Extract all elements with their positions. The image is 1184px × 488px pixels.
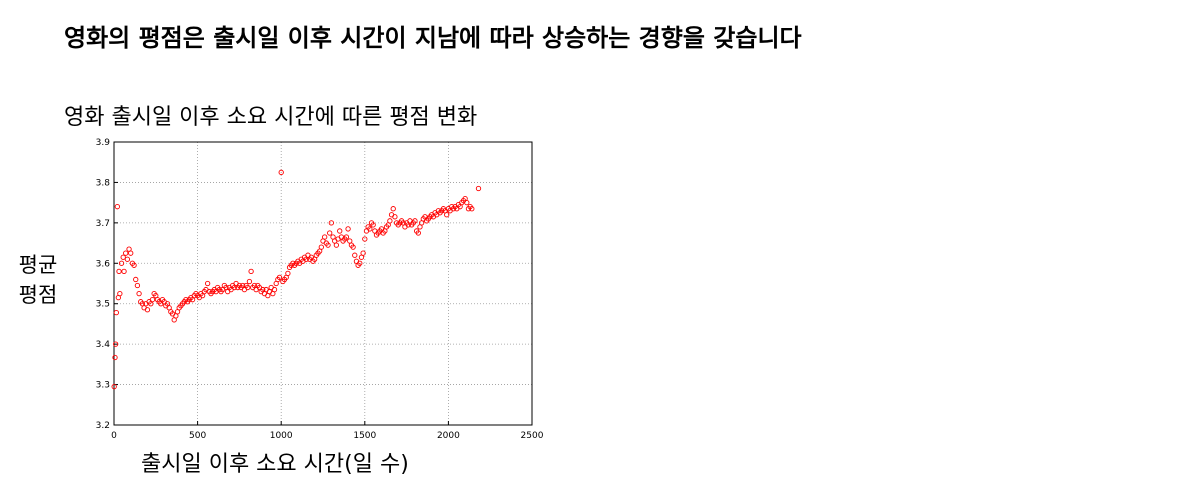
y-tick-label: 3.3 bbox=[96, 381, 110, 391]
y-tick-label: 3.6 bbox=[96, 259, 111, 269]
data-point bbox=[278, 169, 284, 175]
x-tick-label: 500 bbox=[189, 431, 206, 441]
data-point bbox=[325, 242, 331, 248]
grid-lines bbox=[114, 142, 532, 425]
axis-ticks: 0 500 1000 1500 2000 2500 3.2 3.3 3.4 3.5 3.6 3.7 3.… bbox=[96, 138, 544, 441]
data-point bbox=[271, 286, 278, 293]
data-point bbox=[387, 218, 393, 224]
x-tick-label: 1000 bbox=[270, 431, 293, 441]
data-point bbox=[318, 244, 324, 250]
y-axis-label-line-2: 평점 bbox=[18, 283, 58, 307]
y-tick-label: 3.7 bbox=[96, 219, 110, 229]
data-points bbox=[111, 169, 482, 390]
y-tick-label: 3.4 bbox=[96, 340, 111, 350]
data-point bbox=[111, 383, 117, 390]
data-point bbox=[144, 307, 151, 313]
data-point bbox=[367, 226, 373, 232]
data-point bbox=[370, 222, 376, 228]
data-point bbox=[149, 297, 156, 303]
data-point bbox=[444, 212, 450, 218]
data-point bbox=[345, 226, 351, 232]
data-point bbox=[246, 278, 253, 285]
y-tick-label: 3.9 bbox=[96, 138, 111, 148]
data-point bbox=[118, 260, 125, 266]
data-point bbox=[464, 199, 470, 206]
data-point bbox=[276, 274, 283, 281]
y-tick-label: 3.5 bbox=[96, 300, 110, 310]
data-point bbox=[114, 204, 120, 210]
data-point bbox=[123, 250, 129, 256]
x-tick-label: 1500 bbox=[353, 431, 376, 441]
data-point bbox=[131, 262, 137, 268]
data-point bbox=[248, 268, 254, 275]
data-point bbox=[136, 290, 142, 297]
data-point bbox=[133, 276, 139, 283]
data-point bbox=[412, 218, 418, 224]
y-axis-label-line-1: 평균 bbox=[18, 253, 58, 277]
data-point bbox=[333, 242, 340, 248]
data-point bbox=[322, 234, 328, 240]
data-point bbox=[327, 230, 333, 236]
plot-frame bbox=[113, 141, 533, 426]
data-point bbox=[113, 309, 119, 316]
data-point bbox=[120, 254, 126, 260]
data-point bbox=[360, 250, 366, 256]
x-tick-label: 2000 bbox=[437, 431, 460, 441]
data-point bbox=[117, 290, 123, 297]
x-axis-label: 출시일 이후 소요 시간(일 수) bbox=[141, 452, 409, 477]
data-point bbox=[113, 341, 119, 347]
data-point bbox=[415, 230, 421, 236]
data-point bbox=[337, 228, 343, 234]
data-point bbox=[469, 206, 475, 212]
data-point bbox=[328, 220, 335, 226]
data-point bbox=[116, 268, 122, 275]
data-point bbox=[112, 354, 118, 361]
data-point bbox=[204, 280, 211, 287]
data-point bbox=[392, 214, 398, 220]
y-axis-label: 평균 평점 bbox=[14, 250, 62, 310]
data-point bbox=[343, 234, 350, 240]
data-point bbox=[134, 282, 141, 289]
y-tick-label: 3.2 bbox=[96, 421, 110, 431]
data-point bbox=[350, 244, 356, 250]
chart-title: 영화 출시일 이후 소요 시간에 따른 평점 변화 bbox=[64, 105, 478, 130]
x-tick-label: 0 bbox=[111, 431, 117, 441]
data-point bbox=[352, 252, 358, 258]
x-tick-label: 2500 bbox=[521, 431, 544, 441]
data-point bbox=[390, 206, 396, 212]
data-point bbox=[475, 185, 482, 192]
y-tick-label: 3.8 bbox=[96, 178, 111, 188]
data-point bbox=[128, 250, 134, 256]
data-point bbox=[121, 268, 127, 275]
headline: 영화의 평점은 출시일 이후 시간이 지남에 따라 상승하는 경향을 갖습니다 bbox=[64, 24, 802, 52]
data-point bbox=[285, 270, 291, 277]
data-point bbox=[357, 260, 363, 266]
data-point bbox=[362, 236, 368, 242]
data-point bbox=[245, 284, 251, 291]
data-point bbox=[124, 256, 131, 262]
